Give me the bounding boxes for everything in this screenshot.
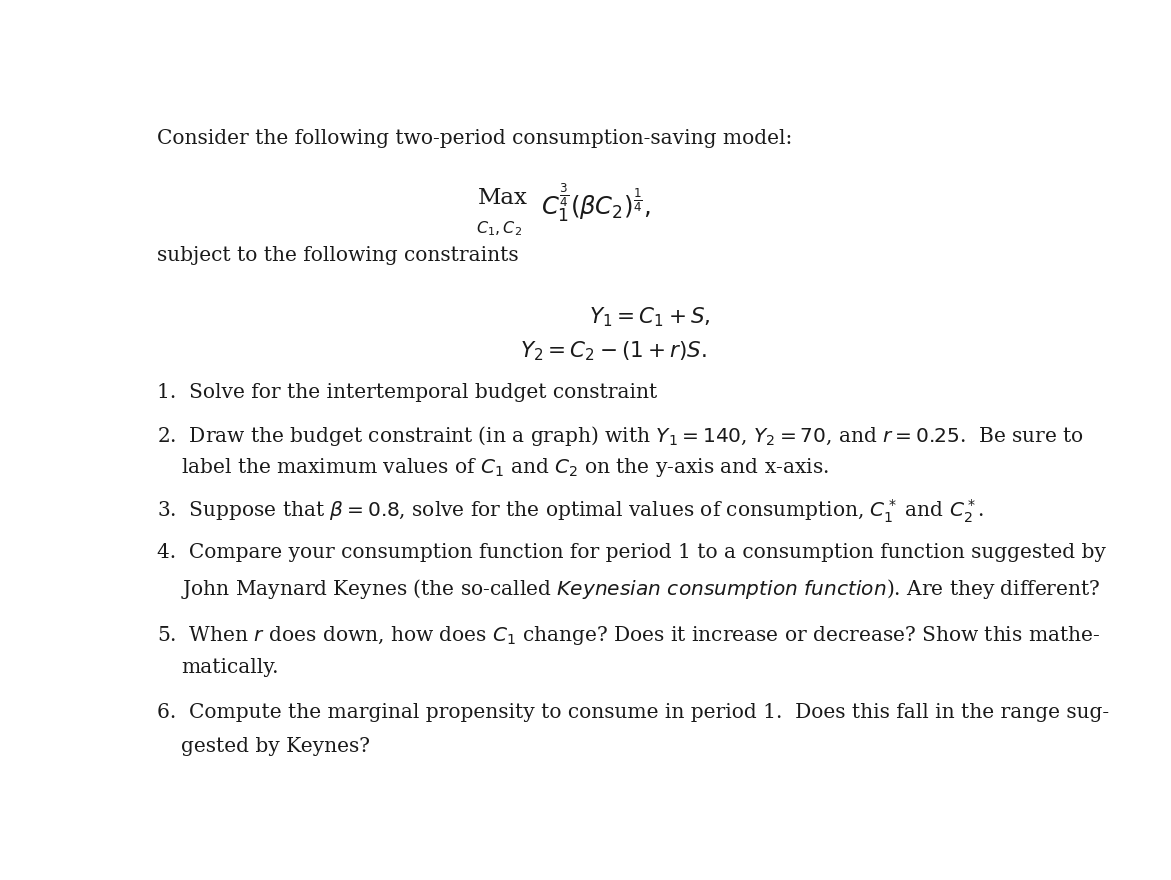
Text: Max: Max <box>478 187 527 209</box>
Text: label the maximum values of $C_1$ and $C_2$ on the y-axis and x-axis.: label the maximum values of $C_1$ and $C… <box>180 456 829 479</box>
Text: subject to the following constraints: subject to the following constraints <box>157 246 519 265</box>
Text: 5.  When $r$ does down, how does $C_1$ change? Does it increase or decrease? Sho: 5. When $r$ does down, how does $C_1$ ch… <box>157 624 1101 647</box>
Text: 4.  Compare your consumption function for period 1 to a consumption function sug: 4. Compare your consumption function for… <box>157 543 1107 561</box>
Text: matically.: matically. <box>180 658 279 677</box>
Text: $C_1^{\frac{3}{4}}(\beta C_2)^{\frac{1}{4}},$: $C_1^{\frac{3}{4}}(\beta C_2)^{\frac{1}{… <box>541 181 651 224</box>
Text: 6.  Compute the marginal propensity to consume in period 1.  Does this fall in t: 6. Compute the marginal propensity to co… <box>157 703 1109 722</box>
Text: Consider the following two-period consumption-saving model:: Consider the following two-period consum… <box>157 129 793 149</box>
Text: John Maynard Keynes (the so-called $\mathit{Keynesian\ consumption\ function}$).: John Maynard Keynes (the so-called $\mat… <box>180 576 1101 600</box>
Text: 2.  Draw the budget constraint (in a graph) with $Y_1 = 140$, $Y_2 = 70$, and $r: 2. Draw the budget constraint (in a grap… <box>157 424 1084 448</box>
Text: 3.  Suppose that $\beta = 0.8$, solve for the optimal values of consumption, $C_: 3. Suppose that $\beta = 0.8$, solve for… <box>157 497 985 524</box>
Text: $C_1,C_2$: $C_1,C_2$ <box>475 219 522 238</box>
Text: 1.  Solve for the intertemporal budget constraint: 1. Solve for the intertemporal budget co… <box>157 384 657 402</box>
Text: gested by Keynes?: gested by Keynes? <box>180 737 370 756</box>
Text: $Y_2 = C_2 - (1+r)S.$: $Y_2 = C_2 - (1+r)S.$ <box>520 340 707 363</box>
Text: $Y_1 = C_1 + S,$: $Y_1 = C_1 + S,$ <box>589 305 711 329</box>
